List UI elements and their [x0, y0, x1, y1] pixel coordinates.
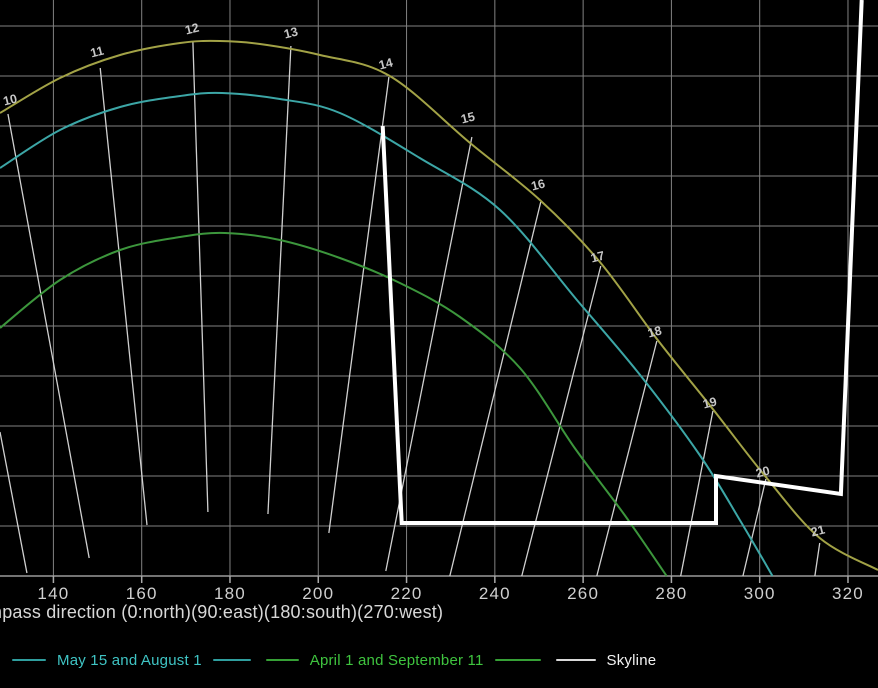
legend-item-april-1-and-september-11[interactable]: April 1 and September 11 — [265, 651, 541, 669]
x-tick-label: 240 — [479, 584, 511, 603]
hour-line — [192, 41, 209, 513]
hour-label: 11 — [89, 44, 105, 61]
hour-line — [99, 67, 148, 526]
legend-line-swatch — [212, 659, 251, 661]
series-skyline — [380, 0, 864, 525]
x-tick-label: 260 — [567, 584, 599, 603]
series-may-15-and-august-1 — [0, 91, 774, 577]
x-axis: 140 160 180 200 220 240 260 280 300 320 — [0, 575, 878, 603]
hour-line — [267, 45, 292, 515]
hour-label: 20 — [754, 464, 771, 481]
hour-label: 12 — [184, 21, 201, 38]
hour-line — [0, 431, 28, 574]
legend-line-swatch — [494, 659, 541, 661]
hour-label: 17 — [589, 249, 606, 266]
x-tick-label: 180 — [214, 584, 246, 603]
x-tick-label: 220 — [391, 584, 423, 603]
x-tick-label: 160 — [126, 584, 158, 603]
hour-line — [596, 340, 658, 577]
hour-line — [814, 542, 821, 577]
hour-label: 15 — [459, 110, 476, 127]
hour-labels: 10 11 12 13 14 15 16 17 18 19 20 21 — [2, 21, 827, 540]
hour-label: 13 — [282, 25, 299, 42]
hour-lines — [0, 41, 821, 577]
hour-line — [385, 136, 473, 572]
gridlines — [0, 0, 878, 576]
x-tick-label: 300 — [744, 584, 776, 603]
hour-label: 19 — [701, 395, 718, 412]
hour-line — [680, 410, 714, 577]
hour-line — [328, 76, 390, 534]
hour-label: 21 — [810, 523, 827, 540]
legend-item-label: May 15 and August 1 — [57, 651, 202, 669]
chart-canvas: 140 160 180 200 220 240 260 280 300 320 10 11 12 13 14… — [0, 0, 878, 603]
series-top-curve — [0, 39, 878, 571]
hour-line — [521, 265, 602, 577]
legend: May 15 and August 1 April 1 and September… — [12, 648, 656, 672]
series — [0, 0, 878, 577]
legend-item-may-15-and-august-1[interactable]: May 15 and August 1 — [12, 652, 251, 669]
legend-item-skyline[interactable]: Skyline — [555, 651, 657, 669]
hour-label: 16 — [530, 177, 547, 194]
legend-item-label: April 1 and September 11 — [309, 651, 484, 669]
hour-line — [7, 113, 90, 559]
hour-label: 18 — [646, 324, 663, 341]
x-tick-label: 280 — [655, 584, 687, 603]
x-tick-label: 320 — [832, 584, 864, 603]
hour-label: 14 — [377, 56, 394, 73]
x-axis-label: mpass direction (0:north)(90:east)(180:s… — [0, 602, 444, 622]
plot-area: 140 160 180 200 220 240 260 280 300 320 10 11 12 13 14… — [0, 0, 878, 603]
hour-line — [449, 201, 542, 577]
x-tick-label: 200 — [302, 584, 334, 603]
x-tick-label: 140 — [37, 584, 69, 603]
hour-label: 10 — [2, 92, 19, 109]
legend-line-swatch — [12, 659, 46, 661]
legend-item-label: Skyline — [606, 651, 657, 669]
legend-line-swatch — [265, 659, 299, 661]
legend-line-swatch — [555, 659, 596, 661]
hour-line — [742, 478, 767, 577]
series-april-1-and-september-11 — [0, 231, 668, 577]
